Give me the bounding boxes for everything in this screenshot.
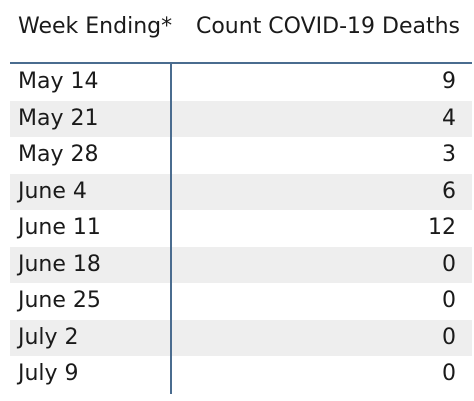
death-count-cell: 6 <box>442 178 456 204</box>
week-ending-cell: May 28 <box>18 142 99 167</box>
death-count-cell: 0 <box>442 361 456 386</box>
table-row: May 14 9 <box>10 64 472 101</box>
week-ending-cell: June 25 <box>18 288 101 313</box>
week-ending-cell: May 21 <box>18 105 99 131</box>
week-ending-cell: June 18 <box>18 251 101 277</box>
column-divider <box>170 64 172 394</box>
table-row: July 2 0 <box>10 319 472 356</box>
death-count-cell: 9 <box>442 69 456 94</box>
death-count-cell: 12 <box>428 215 456 240</box>
week-ending-cell: June 11 <box>18 215 101 240</box>
table-body: May 14 9 May 21 4 May 28 3 June 4 6 June… <box>10 64 472 393</box>
death-count-cell: 3 <box>442 142 456 167</box>
column-header-week-ending[interactable]: Week Ending* <box>18 14 173 39</box>
table-header: Week Ending* Count COVID-19 Deaths <box>10 0 472 64</box>
week-ending-cell: July 2 <box>18 324 79 350</box>
week-ending-cell: July 9 <box>18 361 79 386</box>
death-count-cell: 4 <box>442 105 456 131</box>
week-ending-cell: May 14 <box>18 69 99 94</box>
table-row: June 11 12 <box>10 210 472 247</box>
table-row: June 4 6 <box>10 173 472 210</box>
table-row: June 25 0 <box>10 283 472 320</box>
column-header-count-deaths[interactable]: Count COVID-19 Deaths <box>195 14 460 39</box>
death-count-cell: 0 <box>442 324 456 350</box>
death-count-cell: 0 <box>442 288 456 313</box>
table-row: May 21 4 <box>10 100 472 137</box>
table-row: June 18 0 <box>10 246 472 283</box>
week-ending-cell: June 4 <box>18 178 87 204</box>
table-row: July 9 0 <box>10 356 472 393</box>
table-row: May 28 3 <box>10 137 472 174</box>
death-count-cell: 0 <box>442 251 456 277</box>
data-table: Week Ending* Count COVID-19 Deaths May 1… <box>10 0 472 393</box>
